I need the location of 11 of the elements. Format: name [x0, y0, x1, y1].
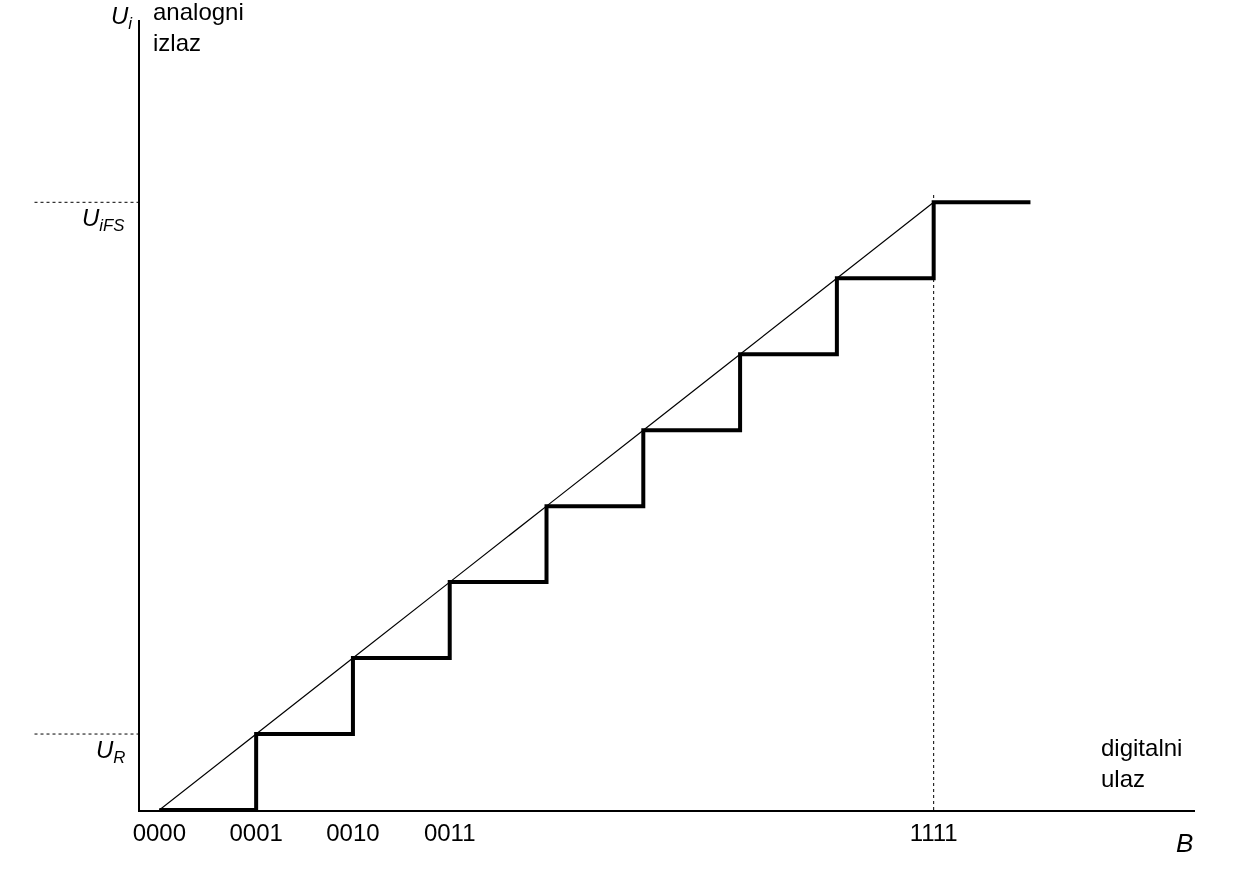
ref-line-label: U$_{iFS}$	[82, 204, 126, 236]
x-tick-label: 0011	[423, 818, 476, 846]
x-tick-label: 0010	[326, 818, 380, 846]
x-tick-label: 1111	[909, 818, 958, 846]
text: analogni izlaz	[153, 0, 244, 57]
x-tick-label: 0000	[132, 818, 187, 846]
x-tick-label: 0001	[229, 818, 283, 846]
text: U$_{i}$	[111, 2, 134, 34]
ref-line-label: U$_{R}$	[96, 736, 126, 768]
x-axis-title: B	[1176, 828, 1194, 858]
text: digitalni ulaz	[1101, 734, 1183, 793]
